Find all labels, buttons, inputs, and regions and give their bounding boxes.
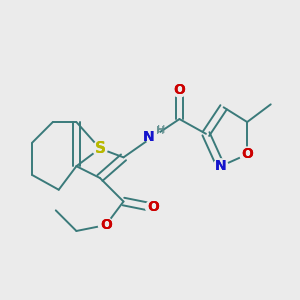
Text: O: O <box>100 218 112 232</box>
Circle shape <box>172 82 187 97</box>
Text: S: S <box>94 141 105 156</box>
Text: O: O <box>173 82 185 97</box>
Text: H: H <box>156 126 164 136</box>
Text: O: O <box>147 200 159 214</box>
Circle shape <box>240 147 254 162</box>
Text: S: S <box>94 141 105 156</box>
Circle shape <box>146 129 160 144</box>
Text: N: N <box>143 130 154 144</box>
Text: H: H <box>157 125 165 135</box>
Circle shape <box>98 218 113 232</box>
Text: O: O <box>241 147 253 161</box>
Text: N: N <box>215 159 226 173</box>
Text: O: O <box>241 147 253 161</box>
Text: O: O <box>147 200 159 214</box>
Circle shape <box>93 141 107 156</box>
Text: O: O <box>100 218 112 232</box>
Text: O: O <box>173 82 185 97</box>
Text: N: N <box>143 130 154 144</box>
Text: N: N <box>215 159 226 173</box>
Circle shape <box>146 200 160 215</box>
Circle shape <box>213 159 228 174</box>
